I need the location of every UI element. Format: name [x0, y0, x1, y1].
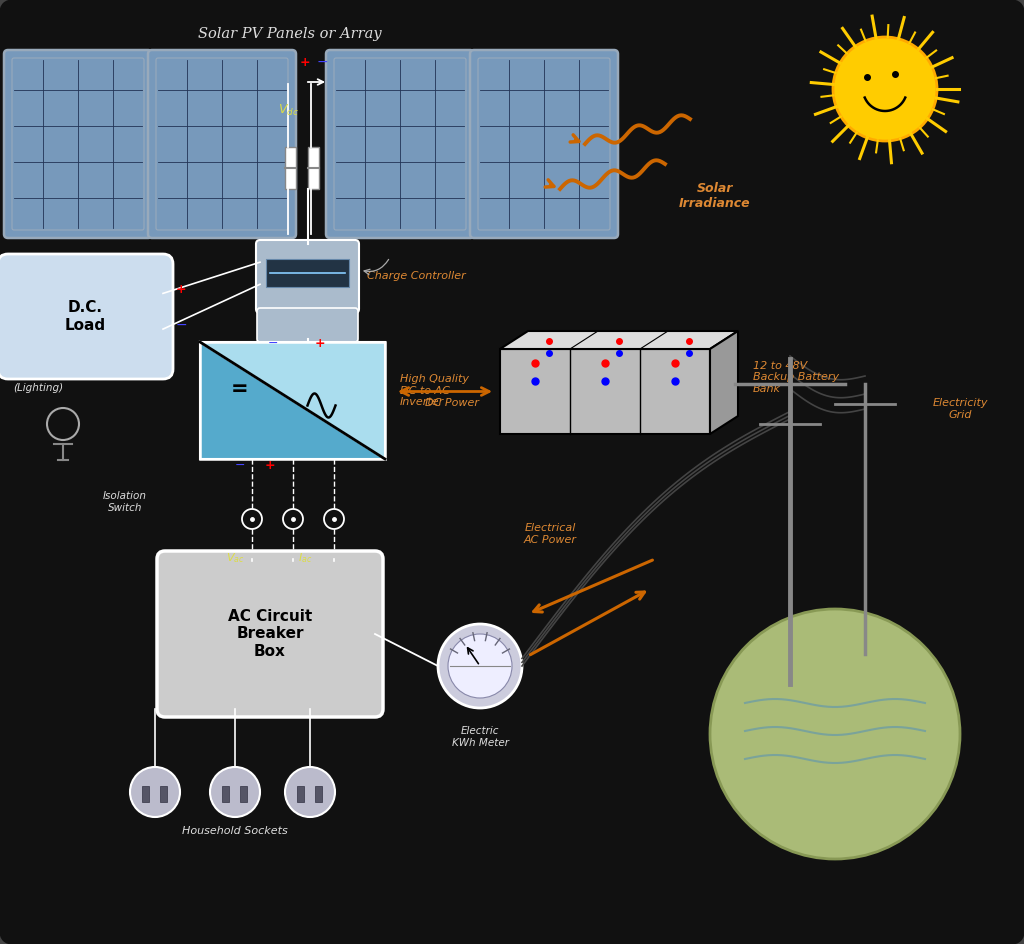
Bar — [285, 147, 296, 189]
Polygon shape — [500, 331, 738, 349]
Bar — [240, 786, 247, 802]
Bar — [308, 147, 319, 189]
Text: =: = — [231, 379, 249, 398]
FancyBboxPatch shape — [0, 254, 173, 379]
FancyBboxPatch shape — [148, 50, 296, 238]
FancyBboxPatch shape — [470, 50, 618, 238]
Bar — [160, 786, 167, 802]
FancyBboxPatch shape — [326, 50, 474, 238]
Text: $I_{ac}$: $I_{ac}$ — [298, 551, 312, 565]
Text: Electrical
AC Power: Electrical AC Power — [523, 523, 577, 545]
Text: +: + — [315, 337, 326, 350]
Text: +: + — [265, 459, 275, 472]
Text: D.C.
Load: D.C. Load — [65, 300, 106, 332]
Text: +: + — [176, 283, 186, 296]
Bar — [315, 786, 322, 802]
Text: $V_{dc}$: $V_{dc}$ — [278, 103, 298, 118]
Circle shape — [130, 767, 180, 817]
Text: 12 to 48V
Backup Battery
Bank: 12 to 48V Backup Battery Bank — [753, 361, 839, 394]
Text: Charge Controller: Charge Controller — [367, 272, 466, 281]
Circle shape — [833, 37, 937, 141]
Text: Solar PV Panels or Array: Solar PV Panels or Array — [199, 27, 382, 41]
Text: High Quality
DC to AC
Inverter: High Quality DC to AC Inverter — [400, 374, 469, 407]
Bar — [222, 786, 229, 802]
Text: Electric
KWh Meter: Electric KWh Meter — [452, 726, 509, 748]
Text: $V_{ac}$: $V_{ac}$ — [225, 551, 245, 565]
Circle shape — [449, 634, 512, 698]
Bar — [142, 786, 150, 802]
Text: −: − — [175, 318, 186, 332]
Polygon shape — [200, 342, 385, 459]
Text: −: − — [234, 459, 246, 472]
Circle shape — [210, 767, 260, 817]
Bar — [297, 786, 304, 802]
Bar — [200, 342, 385, 459]
FancyBboxPatch shape — [157, 551, 383, 717]
FancyBboxPatch shape — [4, 50, 152, 238]
Circle shape — [710, 609, 961, 859]
Text: Household Sockets: Household Sockets — [182, 826, 288, 836]
Text: Solar
Irradiance: Solar Irradiance — [679, 182, 751, 210]
Polygon shape — [200, 342, 385, 459]
Text: (Lighting): (Lighting) — [13, 383, 63, 393]
Text: −: − — [268, 337, 279, 350]
Text: DC Power: DC Power — [426, 398, 479, 409]
FancyBboxPatch shape — [256, 240, 359, 313]
Bar — [500, 349, 710, 434]
Bar — [266, 259, 349, 287]
Polygon shape — [710, 331, 738, 434]
Text: Electricity
Grid: Electricity Grid — [932, 398, 988, 420]
Text: Isolation
Switch: Isolation Switch — [103, 491, 147, 513]
Circle shape — [285, 767, 335, 817]
Circle shape — [438, 624, 522, 708]
Text: +: + — [300, 56, 310, 69]
Text: AC Circuit
Breaker
Box: AC Circuit Breaker Box — [228, 609, 312, 659]
Text: −: − — [316, 55, 328, 69]
FancyBboxPatch shape — [257, 308, 358, 342]
